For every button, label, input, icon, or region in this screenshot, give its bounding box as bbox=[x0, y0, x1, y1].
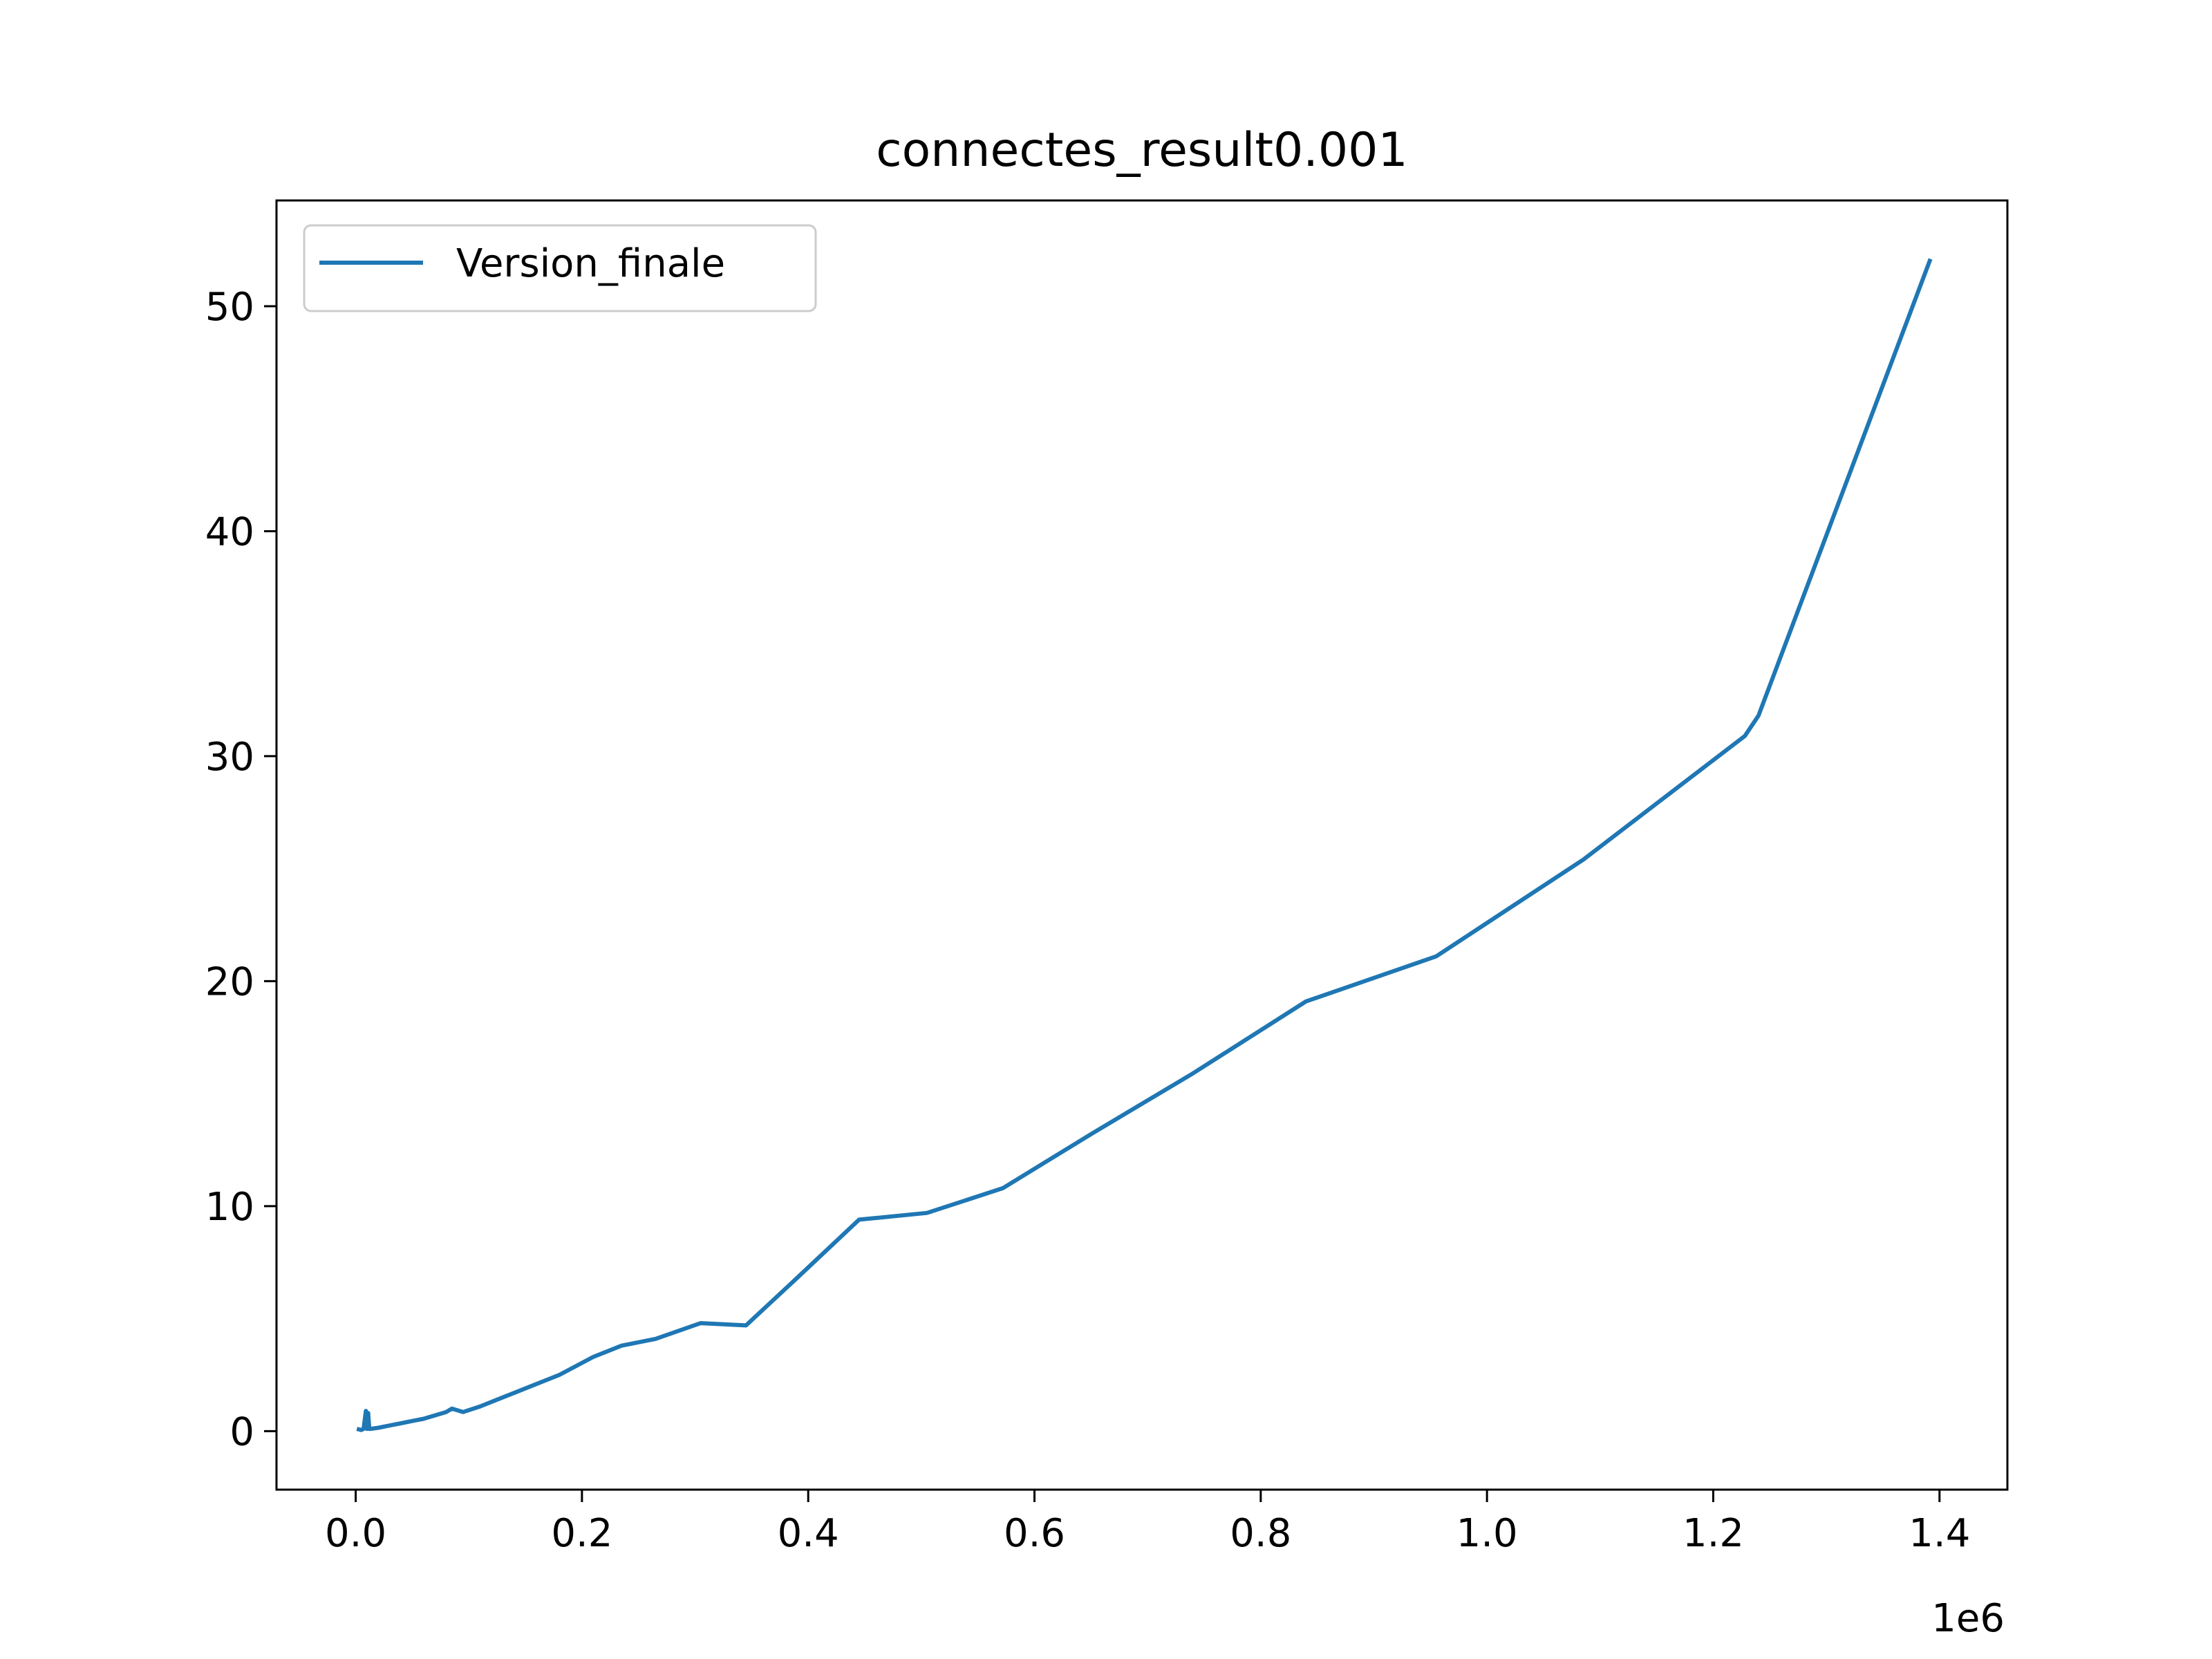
x-tick-label: 0.6 bbox=[1004, 1511, 1065, 1556]
chart-title: connectes_result0.001 bbox=[876, 123, 1407, 178]
x-tick-label: 0.4 bbox=[778, 1511, 839, 1556]
plot-frame bbox=[275, 199, 2009, 1491]
legend-label-version-finale: Version_finale bbox=[456, 241, 725, 286]
series-line-version-finale bbox=[356, 258, 1933, 1432]
x-tick-label: 0.2 bbox=[551, 1511, 612, 1556]
plot-series bbox=[356, 258, 1933, 1432]
legend-box bbox=[303, 224, 817, 312]
y-tick-label: 50 bbox=[205, 285, 254, 330]
x-axis-offset-label: 1e6 bbox=[1931, 1596, 2005, 1641]
y-tick-label: 0 bbox=[229, 1409, 254, 1454]
y-tick-label: 40 bbox=[205, 509, 254, 554]
x-tick-label: 1.2 bbox=[1683, 1511, 1744, 1556]
x-tick-label: 1.4 bbox=[1909, 1511, 1970, 1556]
y-tick-label: 30 bbox=[205, 735, 254, 780]
y-axis: 0 10 20 30 40 50 bbox=[205, 285, 276, 1454]
y-tick-label: 20 bbox=[205, 959, 254, 1004]
x-tick-label: 1.0 bbox=[1456, 1511, 1518, 1556]
x-tick-label: 0.8 bbox=[1230, 1511, 1291, 1556]
x-tick-label: 0.0 bbox=[325, 1511, 386, 1556]
x-axis: 0.0 0.2 0.4 0.6 0.8 1.0 1.2 1.4 bbox=[325, 1490, 1970, 1556]
legend: Version_finale bbox=[303, 224, 817, 312]
y-tick-label: 10 bbox=[205, 1185, 254, 1230]
